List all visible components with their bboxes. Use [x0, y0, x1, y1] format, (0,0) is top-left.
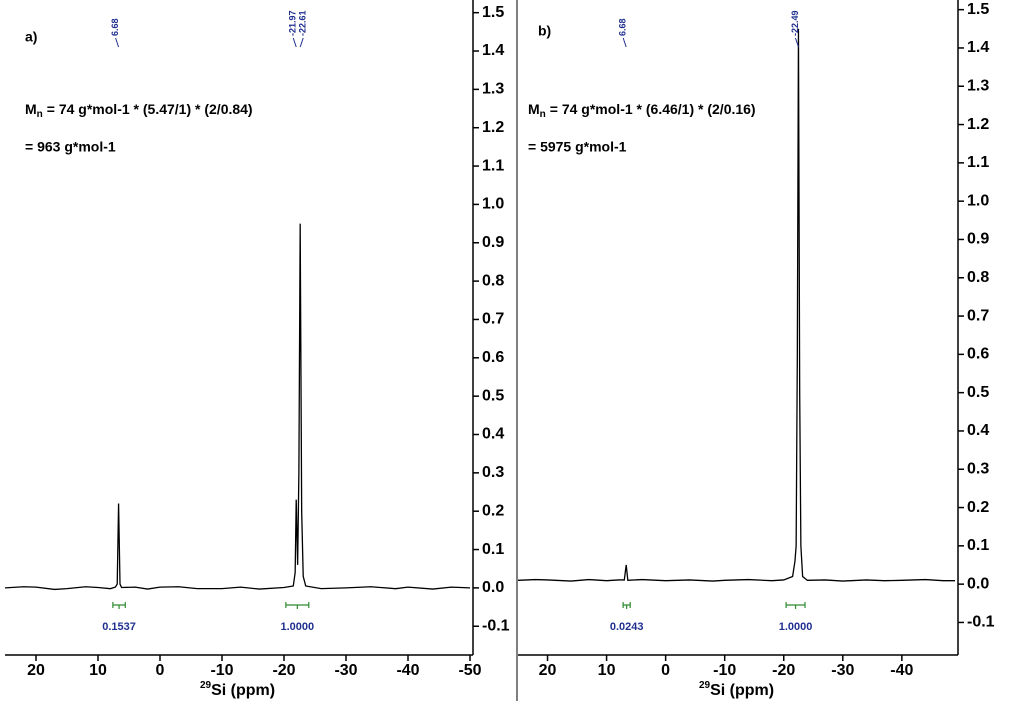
x-axis-label: 29Si (ppm) — [200, 680, 275, 700]
x-tick-label: -20 — [772, 662, 795, 679]
x-axis-label: 29Si (ppm) — [699, 680, 774, 700]
panel-label: a) — [25, 29, 37, 45]
y-tick-label: 1.3 — [967, 77, 989, 94]
y-tick-label: 0.9 — [967, 231, 989, 248]
y-tick-label: 0.1 — [482, 541, 504, 558]
peak-label: -22.49 — [790, 10, 800, 36]
y-tick-label: 0.7 — [482, 311, 504, 328]
y-tick-label: 0.6 — [967, 346, 989, 363]
x-tick-label: 10 — [89, 662, 107, 679]
x-tick-label: -50 — [458, 662, 481, 679]
x-tick-label: 10 — [598, 662, 616, 679]
x-tick-label: -20 — [272, 662, 295, 679]
x-tick-label: -40 — [890, 662, 913, 679]
integral-bracket — [622, 602, 631, 609]
integral-label: 0.0243 — [610, 621, 644, 633]
y-tick-label: 0.5 — [482, 387, 504, 404]
integral-label: 1.0000 — [281, 621, 315, 633]
y-tick-label: 0.0 — [482, 579, 504, 596]
y-tick-label: 0.4 — [482, 426, 504, 443]
x-label-text: Si (ppm) — [211, 682, 275, 699]
y-tick-label: 0.0 — [967, 575, 989, 592]
x-label-superscript: 29 — [699, 680, 711, 691]
x-tick-label: -10 — [713, 662, 736, 679]
x-tick-label: 0 — [156, 662, 165, 679]
y-tick-label: 0.8 — [967, 269, 989, 286]
x-tick-label: -30 — [831, 662, 854, 679]
y-tick-label: 1.1 — [482, 157, 504, 174]
x-tick-label: -30 — [334, 662, 357, 679]
formula-text: = 74 g*mol-1 * (5.47/1) * (2/0.84) — [47, 101, 253, 117]
y-tick-label: 1.1 — [967, 154, 989, 171]
peak-leader — [115, 37, 120, 48]
y-tick-label: 1.5 — [967, 1, 989, 18]
y-tick-label: 1.4 — [967, 39, 989, 56]
y-tick-label: 1.2 — [967, 116, 989, 133]
formula-subscript: n — [37, 109, 43, 120]
peak-label: 6.68 — [110, 18, 120, 36]
y-tick-label: 1.0 — [967, 192, 989, 209]
y-tick-label: 1.3 — [482, 81, 504, 98]
x-label-text: Si (ppm) — [710, 682, 774, 699]
peak-leader — [622, 37, 627, 48]
y-tick-label: 0.2 — [482, 502, 504, 519]
formula-symbol: M — [528, 101, 540, 117]
y-tick-label: 1.0 — [482, 196, 504, 213]
y-tick-label: 0.3 — [967, 460, 989, 477]
result: = 5975 g*mol-1 — [528, 139, 627, 155]
x-tick-label: 20 — [27, 662, 45, 679]
y-tick-label: 0.9 — [482, 234, 504, 251]
x-label-superscript: 29 — [200, 680, 212, 691]
y-tick-label: 0.4 — [967, 422, 989, 439]
formula-subscript: n — [540, 109, 546, 120]
spectrum-line — [517, 28, 955, 582]
panel-label: b) — [538, 23, 551, 39]
integral-bracket — [285, 602, 310, 609]
y-tick-label: 0.3 — [482, 464, 504, 481]
result: = 963 g*mol-1 — [25, 139, 116, 155]
y-tick-label: 1.4 — [482, 42, 504, 59]
peak-label: 6.68 — [618, 18, 628, 36]
y-tick-label: -0.1 — [482, 617, 510, 634]
y-tick-label: 0.7 — [967, 307, 989, 324]
peak-label: -22.61 — [298, 10, 308, 36]
y-tick-label: 0.5 — [967, 384, 989, 401]
integral-bracket — [785, 602, 806, 609]
formula-symbol: M — [25, 101, 37, 117]
x-tick-label: 20 — [539, 662, 557, 679]
x-tick-label: -10 — [210, 662, 233, 679]
peak-leader — [292, 37, 297, 48]
y-tick-label: 0.1 — [967, 537, 989, 554]
formula: Mn = 74 g*mol-1 * (5.47/1) * (2/0.84) — [25, 101, 253, 120]
integral-label: 0.1537 — [102, 621, 136, 633]
peak-label: -21.97 — [288, 10, 298, 36]
x-tick-label: 0 — [661, 662, 670, 679]
integral-bracket — [112, 602, 126, 609]
formula-text: = 74 g*mol-1 * (6.46/1) * (2/0.16) — [550, 101, 756, 117]
peak-leader — [299, 37, 304, 48]
integral-label: 1.0000 — [779, 621, 813, 633]
y-tick-label: 1.5 — [482, 4, 504, 21]
y-tick-label: 0.8 — [482, 272, 504, 289]
x-tick-label: -40 — [396, 662, 419, 679]
y-tick-label: -0.1 — [967, 614, 995, 631]
spectrum-line — [4, 223, 471, 591]
y-tick-label: 0.6 — [482, 349, 504, 366]
peak-leader — [794, 37, 799, 48]
formula: Mn = 74 g*mol-1 * (6.46/1) * (2/0.16) — [528, 101, 756, 120]
y-tick-label: 1.2 — [482, 119, 504, 136]
y-tick-label: 0.2 — [967, 499, 989, 516]
